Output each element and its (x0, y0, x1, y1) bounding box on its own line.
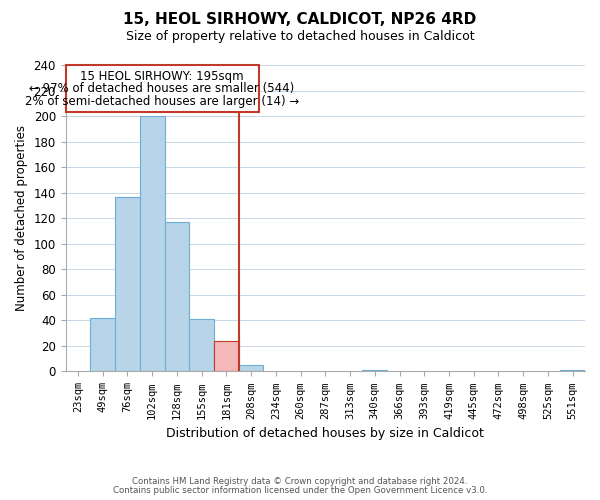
Bar (239, 365, 263, 372)
Text: 15 HEOL SIRHOWY: 195sqm: 15 HEOL SIRHOWY: 195sqm (80, 70, 244, 84)
Bar (91, 318, 115, 372)
Text: ← 97% of detached houses are smaller (544): ← 97% of detached houses are smaller (54… (29, 82, 295, 95)
Bar (214, 341, 239, 372)
Y-axis label: Number of detached properties: Number of detached properties (15, 125, 28, 311)
Text: 15, HEOL SIRHOWY, CALDICOT, NP26 4RD: 15, HEOL SIRHOWY, CALDICOT, NP26 4RD (124, 12, 476, 28)
Bar (560, 370, 585, 372)
Text: Size of property relative to detached houses in Caldicot: Size of property relative to detached ho… (125, 30, 475, 43)
Bar (190, 319, 214, 372)
Bar (115, 196, 140, 372)
Text: Contains HM Land Registry data © Crown copyright and database right 2024.: Contains HM Land Registry data © Crown c… (132, 477, 468, 486)
Bar (362, 370, 387, 372)
Text: Contains public sector information licensed under the Open Government Licence v3: Contains public sector information licen… (113, 486, 487, 495)
X-axis label: Distribution of detached houses by size in Caldicot: Distribution of detached houses by size … (166, 427, 484, 440)
Text: 2% of semi-detached houses are larger (14) →: 2% of semi-detached houses are larger (1… (25, 96, 299, 108)
Bar (140, 116, 164, 372)
Bar (164, 222, 190, 372)
